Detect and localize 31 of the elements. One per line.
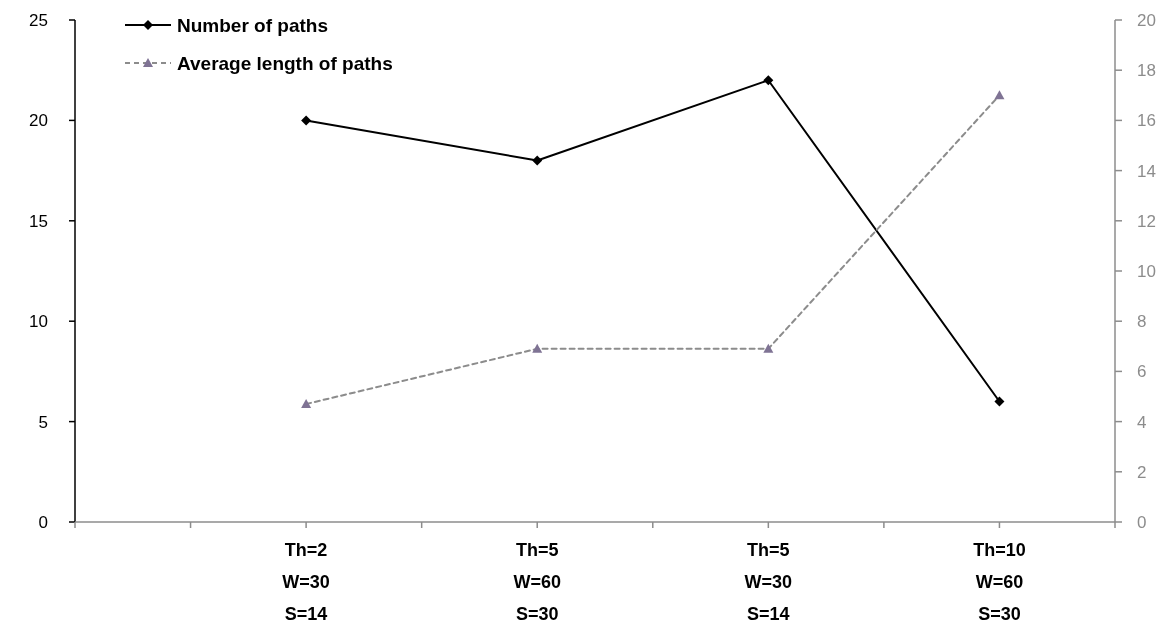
- y-tick-label: 25: [29, 10, 48, 30]
- x-tick-label: Th=5 W=30 S=14: [744, 540, 793, 624]
- x-tick-label: Th=10 W=60 S=30: [973, 540, 1026, 624]
- y-tick-label: 5: [38, 412, 48, 432]
- x-tick-label: Th=2 W=30 S=14: [282, 540, 330, 624]
- y2-tick-label: 10: [1137, 261, 1156, 281]
- y2-tick-label: 16: [1137, 111, 1156, 131]
- point: [763, 343, 774, 353]
- point: [532, 343, 543, 353]
- legend-label: Number of paths: [177, 14, 328, 36]
- point: [994, 396, 1005, 407]
- point: [301, 115, 312, 126]
- y2-tick-label: 12: [1137, 211, 1156, 231]
- point: [763, 75, 774, 86]
- y-tick-label: 10: [29, 312, 48, 332]
- y2-tick-label: 4: [1137, 412, 1147, 432]
- y2-tick-label: 2: [1137, 462, 1147, 482]
- y2-tick-label: 6: [1137, 362, 1147, 382]
- point: [301, 399, 312, 409]
- y2-tick-label: 18: [1137, 61, 1156, 81]
- y2-tick-label: 20: [1137, 10, 1156, 30]
- x-tick-label: Th=5 W=60 S=30: [513, 540, 561, 624]
- y-tick-label: 20: [29, 111, 48, 131]
- legend-label: Average length of paths: [177, 52, 393, 74]
- y-tick-label: 15: [29, 211, 48, 231]
- y2-tick-label: 0: [1137, 512, 1147, 532]
- point: [532, 155, 543, 166]
- y-tick-label: 0: [38, 512, 48, 532]
- y2-tick-label: 14: [1137, 161, 1156, 181]
- y2-tick-label: 8: [1137, 312, 1147, 332]
- point: [994, 90, 1005, 100]
